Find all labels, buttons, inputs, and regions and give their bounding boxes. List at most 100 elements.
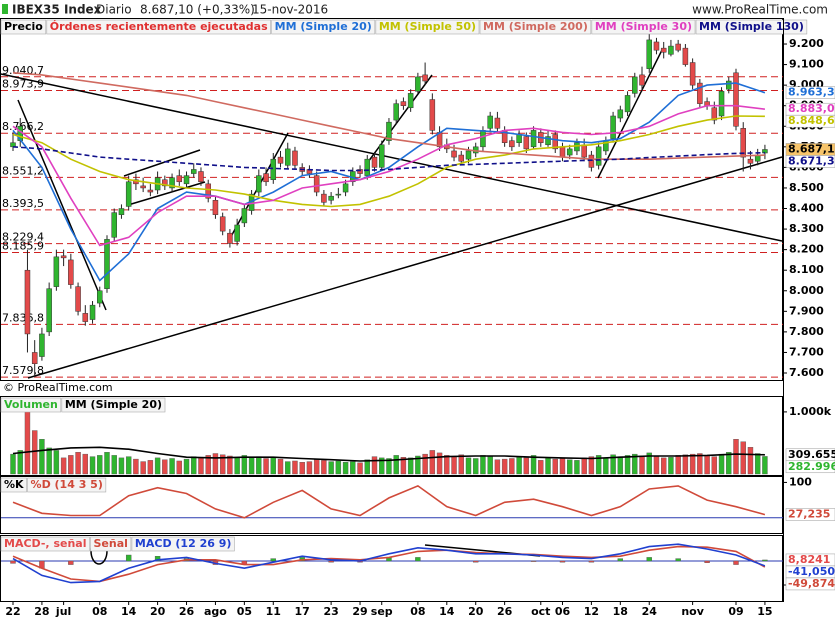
bar: [111, 455, 117, 475]
candle-body: [552, 134, 558, 150]
legend-label: MM (Simple 30): [595, 20, 692, 33]
bar: [436, 452, 443, 475]
bar: [733, 439, 739, 475]
x-tick-label: oct: [531, 605, 550, 618]
candle-body: [632, 76, 638, 94]
bar: [313, 459, 320, 475]
y-tick-label: 7.600: [789, 366, 824, 379]
line-series: [12, 543, 766, 584]
bar: [458, 454, 464, 475]
bar: [480, 455, 486, 475]
bar: [24, 408, 31, 475]
legend-label: Precio: [4, 20, 43, 33]
bar: [234, 457, 240, 475]
bar: [328, 560, 334, 563]
candle-body: [205, 183, 211, 199]
value-badge: [785, 86, 835, 99]
candle-body: [335, 193, 342, 196]
period: Diario: [96, 3, 132, 17]
bar: [704, 455, 710, 475]
trendline: [597, 49, 663, 179]
candle-body: [646, 39, 652, 69]
candle-body: [509, 140, 515, 148]
bar: [68, 455, 74, 475]
bar: [321, 460, 327, 475]
bar: [154, 556, 161, 562]
bar: [689, 453, 696, 475]
bar: [292, 460, 298, 475]
candle-body: [740, 128, 746, 158]
bar: [675, 558, 681, 562]
x-tick-label: 22: [5, 605, 20, 618]
bar: [10, 453, 16, 475]
bar: [82, 453, 89, 475]
trendline: [123, 149, 201, 177]
bar: [125, 554, 132, 562]
candle-body: [364, 158, 371, 176]
candle-body: [726, 80, 732, 90]
x-tick-label: 05: [237, 605, 252, 618]
bar: [595, 455, 602, 475]
candle-body: [559, 146, 566, 158]
candle-body: [284, 148, 291, 166]
level-label: 8.766,2: [2, 120, 44, 133]
candle-body: [104, 239, 110, 289]
bar: [501, 458, 508, 475]
bar: [169, 458, 175, 475]
credit: © ProRealTime.com: [3, 381, 113, 394]
x-tick-label: jul: [55, 605, 71, 618]
value-badge-label: 8.883,02: [788, 102, 835, 115]
candle-body: [480, 130, 486, 148]
candle-body: [263, 173, 269, 183]
level-label: 8.185,9: [2, 240, 44, 253]
candle-body: [277, 156, 284, 164]
bar: [516, 457, 522, 475]
bar: [718, 453, 725, 475]
bar: [357, 462, 363, 475]
bar: [53, 450, 60, 475]
candle-body: [219, 216, 226, 232]
bar: [176, 460, 182, 475]
value-badge: [785, 508, 835, 521]
bar: [342, 462, 349, 475]
legend-box: [46, 19, 271, 35]
panel-frames: [0, 18, 783, 602]
y-tick-label: 100: [789, 475, 812, 488]
candle-body: [689, 62, 696, 86]
bar: [754, 453, 761, 475]
legend-label: Órdenes recientemente ejecutadas: [50, 20, 268, 33]
bar: [97, 455, 103, 475]
candle-body: [675, 43, 681, 51]
bar: [697, 453, 703, 475]
candle-body: [458, 154, 465, 162]
candle-body: [668, 45, 674, 55]
candle-body: [176, 175, 183, 183]
candle-body: [82, 313, 89, 322]
bar: [617, 558, 624, 562]
x-tick-label: 20: [468, 605, 484, 618]
candle-body: [328, 195, 334, 201]
x-tick-label: 26: [497, 605, 513, 618]
line-series: [12, 72, 765, 160]
bar: [530, 560, 537, 562]
bar: [140, 461, 146, 475]
bar: [487, 456, 493, 475]
bar: [277, 458, 284, 475]
bar: [422, 453, 428, 475]
y-tick-label: 7.700: [789, 345, 824, 358]
bar: [624, 455, 631, 475]
bar: [711, 456, 718, 475]
bar: [306, 461, 313, 475]
bar: [125, 456, 132, 475]
legend-label: %D (14 3 5): [31, 478, 103, 491]
bar: [386, 458, 392, 475]
candle-body: [697, 82, 703, 104]
x-tick-label: 17: [295, 605, 310, 618]
bar: [147, 460, 154, 475]
trendline: [27, 156, 783, 379]
bar: [639, 455, 645, 475]
x-tick-label: 14: [439, 605, 455, 618]
volume-panel: [0, 396, 783, 476]
candle-body: [617, 109, 624, 119]
bar: [39, 439, 45, 475]
